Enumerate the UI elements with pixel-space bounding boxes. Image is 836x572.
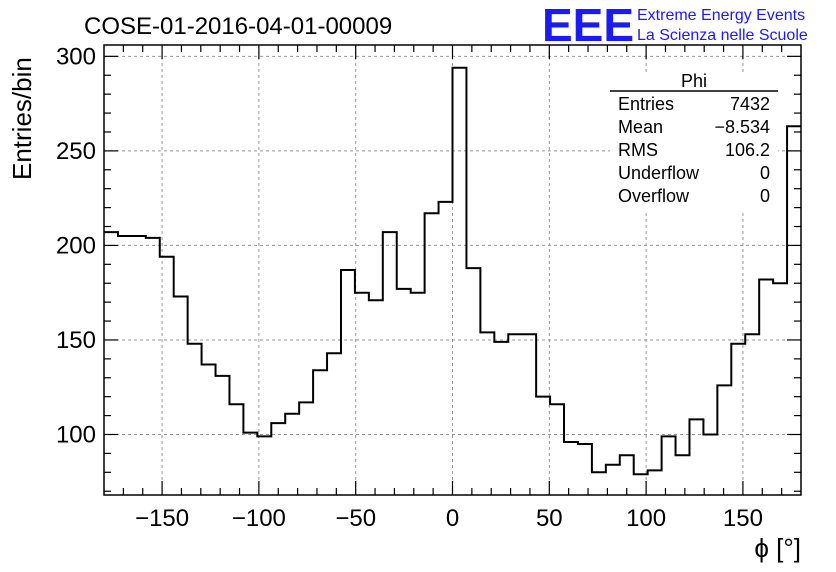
- stats-row-value: −8.534: [714, 117, 770, 137]
- stats-row-value: 0: [760, 186, 770, 206]
- histogram-bin: [313, 370, 327, 495]
- histogram-bin: [773, 283, 787, 495]
- histogram-bin: [731, 344, 745, 495]
- histogram-bin: [355, 293, 369, 495]
- x-axis-label: ϕ [°]: [754, 533, 801, 563]
- histogram-bin: [341, 270, 355, 495]
- x-tick-label: −50: [335, 505, 376, 532]
- histogram-outline: [104, 66, 801, 476]
- histogram-bin: [174, 296, 188, 495]
- histogram-bin: [243, 433, 257, 495]
- logo-line-1: Extreme Energy Events: [637, 7, 805, 24]
- stats-row-value: 7432: [730, 94, 770, 114]
- y-tick-label: 150: [56, 327, 96, 354]
- stats-box-title: Phi: [681, 71, 707, 91]
- histogram-bin: [480, 332, 494, 495]
- histogram-bin: [104, 232, 118, 495]
- histogram-bin: [508, 334, 522, 495]
- y-tick-label: 200: [56, 232, 96, 259]
- histogram-bin: [466, 268, 480, 495]
- histogram-bin: [717, 385, 731, 495]
- histogram-bin: [648, 470, 662, 495]
- histogram-bin: [216, 376, 230, 495]
- x-tick-label: −150: [135, 505, 189, 532]
- histogram-bin: [285, 414, 299, 495]
- y-tick-label: 300: [56, 43, 96, 70]
- histogram-bin: [536, 397, 550, 495]
- histogram-bin: [550, 404, 564, 495]
- histogram-bin: [745, 334, 759, 495]
- x-tick-label: 150: [723, 505, 763, 532]
- histogram-bin: [383, 232, 397, 495]
- histogram-layer: [104, 66, 801, 495]
- histogram-bin: [592, 472, 606, 495]
- histogram-bin: [425, 213, 439, 495]
- histogram-bin: [759, 279, 773, 495]
- histogram-bin: [229, 404, 243, 495]
- tick-layer: −150 −100 −50 0 50 100 150 100 150 200 250 300: [56, 43, 801, 532]
- stats-box-background: [610, 72, 778, 210]
- histogram-bin: [369, 300, 383, 495]
- histogram-bin: [578, 444, 592, 495]
- x-tick-label: −100: [232, 505, 286, 532]
- histogram-bin: [494, 342, 508, 495]
- histogram-bin: [118, 236, 132, 495]
- histogram-bin: [689, 419, 703, 495]
- chart-title: COSE-01-2016-04-01-00009: [84, 13, 392, 40]
- histogram-bin: [271, 423, 285, 495]
- histogram-bin: [703, 434, 717, 495]
- stats-row-label: Mean: [618, 117, 663, 137]
- logo-line-2: La Scienza nelle Scuole: [637, 27, 808, 44]
- histogram-bin: [397, 289, 411, 495]
- x-tick-label: 50: [536, 505, 563, 532]
- y-tick-label: 100: [56, 421, 96, 448]
- histogram-bin: [662, 436, 676, 495]
- stats-row-label: Underflow: [618, 163, 700, 183]
- histogram-bin: [453, 68, 467, 495]
- histogram-bin: [522, 334, 536, 495]
- logo-mark: EEE: [542, 0, 634, 51]
- histogram-bin: [146, 238, 160, 495]
- y-axis-label: Entries/bin: [7, 57, 37, 180]
- histogram-bin: [160, 257, 174, 495]
- x-tick-label: 100: [626, 505, 666, 532]
- histogram-bin: [299, 402, 313, 495]
- stats-row-label: Entries: [618, 94, 674, 114]
- histogram-bin: [188, 344, 202, 495]
- histogram-bin: [132, 236, 146, 495]
- histogram-bin: [327, 353, 341, 495]
- histogram-bin: [676, 455, 690, 495]
- stats-box: Phi Entries 7432 Mean −8.534 RMS 106.2 Underfl…: [610, 71, 778, 210]
- histogram-bin: [439, 202, 453, 495]
- histogram-bin: [411, 293, 425, 495]
- histogram-bin: [564, 442, 578, 495]
- x-tick-label: 0: [446, 505, 459, 532]
- stats-row-label: RMS: [618, 140, 658, 160]
- stats-row-value: 0: [760, 163, 770, 183]
- stats-row-label: Overflow: [618, 186, 690, 206]
- stats-row-value: 106.2: [725, 140, 770, 160]
- histogram-bin: [202, 365, 216, 495]
- eee-logo: EEE Extreme Energy Events La Scienza nel…: [542, 0, 808, 51]
- y-tick-label: 250: [56, 138, 96, 165]
- histogram-bin: [787, 126, 801, 495]
